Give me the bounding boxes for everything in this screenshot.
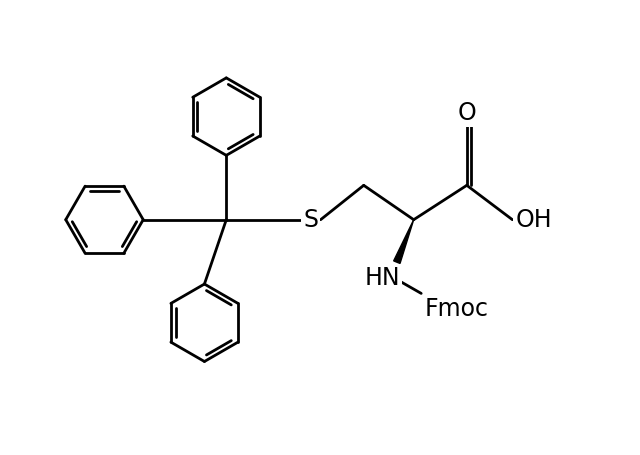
Text: Fmoc: Fmoc	[424, 297, 488, 320]
Text: HN: HN	[365, 266, 400, 290]
Text: OH: OH	[515, 207, 552, 232]
Text: S: S	[303, 207, 318, 232]
Text: O: O	[458, 101, 476, 126]
Polygon shape	[394, 220, 413, 263]
